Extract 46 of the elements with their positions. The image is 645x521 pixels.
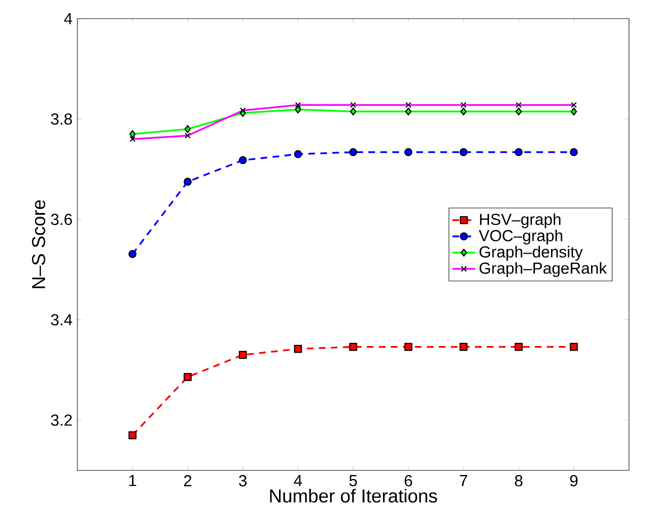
x-tick-label: 9 [570,475,578,486]
point [294,105,302,114]
point [349,342,358,351]
x-tick-label: 7 [460,475,468,486]
x-tick-label: 1 [129,475,136,486]
x-tick-label: 2 [184,475,192,486]
point [516,108,522,116]
legend-label: VOC–graph [478,230,562,244]
point [294,344,302,353]
point [405,108,412,116]
y-axis-title: N–S Score [32,200,46,288]
point [184,372,192,381]
point [349,148,358,156]
x-tick-label: 6 [404,475,412,486]
point [570,148,578,156]
legend-label: HSV–graph [480,213,560,228]
legend-label: Graph–PageRank [480,262,607,278]
y-tick-label: 4 [64,13,72,24]
point [238,350,247,359]
x-tick-label: 3 [238,475,247,486]
x-tick-label: 4 [294,475,302,486]
y-tick-label: 3.4 [50,314,72,326]
point [404,342,412,351]
point [460,108,467,116]
point [350,108,356,116]
y-tick-label: 3.8 [50,113,72,125]
point [128,250,137,258]
point [460,342,468,351]
point [460,148,468,156]
point [238,156,247,164]
point [404,148,412,156]
y-tick-label: 3.6 [50,214,72,226]
y-tick-label: 3.2 [50,414,72,426]
point [570,342,578,351]
point [570,108,577,116]
legend-label: Graph–density [480,246,583,261]
point [184,125,191,134]
x-axis-title: Number of Iterations [270,488,438,503]
point [129,130,136,138]
point [294,150,302,158]
point [128,431,137,440]
point [184,178,192,186]
x-tick-label: 8 [514,475,522,486]
point [514,342,523,351]
point [514,148,523,156]
x-tick-label: 5 [349,475,357,486]
